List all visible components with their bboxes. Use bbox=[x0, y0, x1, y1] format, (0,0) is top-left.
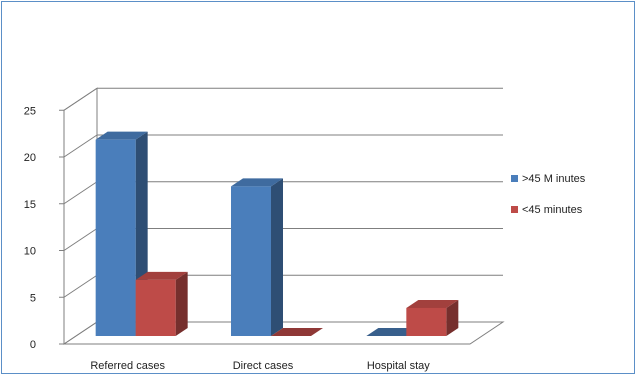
x-axis-categories: Referred cases Direct cases Hospital stay bbox=[90, 360, 430, 372]
legend-swatch bbox=[511, 175, 518, 182]
bar-top bbox=[366, 328, 419, 336]
y-tick-label: 25 bbox=[24, 105, 36, 117]
floor bbox=[62, 321, 505, 345]
bar-side bbox=[446, 299, 459, 336]
x-category-label: Hospital stay bbox=[367, 360, 430, 372]
x-category-label: Referred cases bbox=[90, 360, 165, 372]
bar-front bbox=[95, 139, 136, 336]
bar-top bbox=[406, 299, 459, 308]
legend-label: >45 M inutes bbox=[522, 173, 586, 185]
y-tick-label: 0 bbox=[30, 339, 36, 351]
bar-front bbox=[135, 279, 176, 336]
bar-top bbox=[271, 328, 323, 336]
bar bbox=[135, 271, 188, 336]
legend: >45 M inutes <45 minutes bbox=[511, 173, 586, 216]
y-tick-label: 5 bbox=[30, 292, 36, 304]
legend-swatch bbox=[511, 206, 518, 213]
y-axis-ticks: 0 5 10 15 20 25 bbox=[24, 105, 36, 351]
bar-front bbox=[406, 307, 447, 336]
bar-side bbox=[271, 178, 283, 336]
side-wall bbox=[63, 87, 98, 345]
bar bbox=[271, 328, 323, 336]
y-tick-label: 10 bbox=[24, 246, 36, 258]
bar-front bbox=[231, 186, 271, 336]
y-tick-label: 15 bbox=[24, 199, 36, 211]
bar-side bbox=[175, 271, 188, 336]
gridline-side bbox=[63, 228, 98, 251]
gridlines bbox=[59, 87, 503, 345]
x-category-label: Direct cases bbox=[233, 360, 294, 372]
bar bbox=[95, 131, 148, 336]
bar bbox=[366, 328, 419, 336]
gridline-side bbox=[63, 87, 98, 111]
bar-top bbox=[231, 178, 283, 187]
bar-top bbox=[95, 131, 148, 140]
gridline-side bbox=[63, 274, 98, 298]
bars bbox=[95, 131, 459, 336]
legend-label: <45 minutes bbox=[522, 204, 583, 216]
bar-top bbox=[135, 271, 188, 280]
gridline-side bbox=[63, 134, 98, 158]
gridline-side bbox=[63, 181, 98, 205]
bar bbox=[231, 178, 283, 336]
bar bbox=[406, 299, 459, 336]
y-tick-label: 20 bbox=[24, 152, 36, 164]
